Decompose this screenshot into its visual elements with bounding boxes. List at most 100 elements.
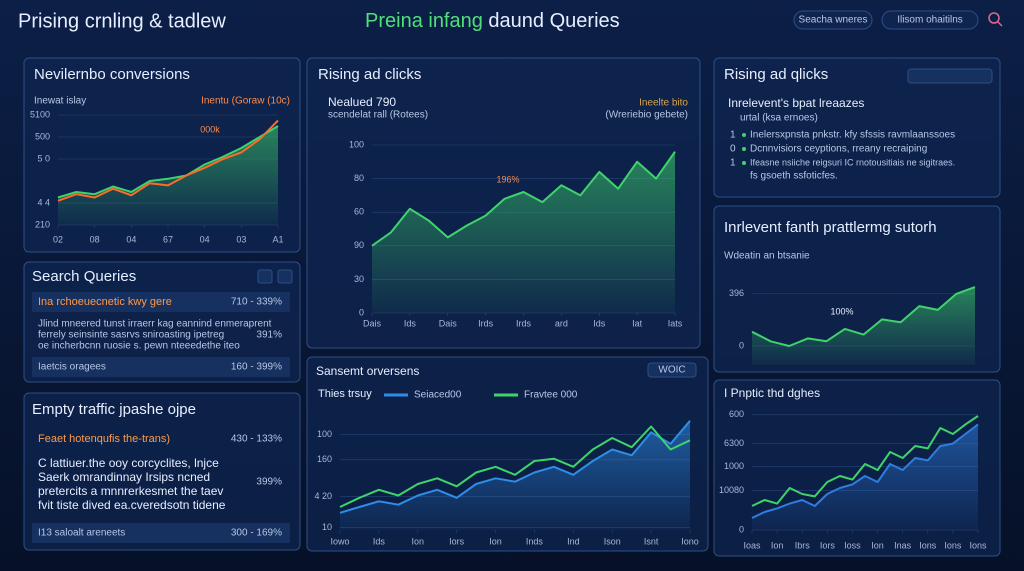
x-tick-label: Iats <box>668 318 683 328</box>
panel-title: Rising ad qlicks <box>724 66 828 83</box>
row-text: Ifeasne nsiiche reigsuri IC rnotousitiai… <box>750 157 955 167</box>
pill-label[interactable]: Seacha wneres <box>799 15 868 26</box>
row-value: 430 - 133% <box>231 434 282 445</box>
x-tick-label: 04 <box>126 234 136 244</box>
x-tick-label: Ions <box>969 540 987 550</box>
bullet <box>742 133 746 137</box>
y-tick-label: 0 <box>739 340 744 350</box>
y-tick-label: 500 <box>35 131 50 141</box>
pill-label[interactable]: Ilisom ohaitilns <box>897 15 963 26</box>
y-tick-label: 210 <box>35 219 50 229</box>
x-tick-label: Iono <box>681 536 699 546</box>
x-tick-label: Ioss <box>844 540 861 550</box>
panel-title: Empty traffic jpashe ojpe <box>32 401 196 418</box>
icon-button[interactable] <box>277 269 293 284</box>
row-value: 710 - 339% <box>231 297 282 308</box>
row <box>32 292 290 312</box>
x-tick-label: Ids <box>593 318 606 328</box>
legend-title: Thies trsuy <box>318 388 372 400</box>
pill[interactable] <box>793 10 873 30</box>
badge[interactable] <box>647 362 697 378</box>
chart-subtitle: Inewat islay <box>34 96 86 107</box>
row <box>32 357 290 377</box>
y-tick-label: 90 <box>354 240 364 250</box>
x-tick-label: 08 <box>90 234 100 244</box>
y-tick-label: 160 <box>317 454 332 464</box>
x-tick-label: Ion <box>871 540 884 550</box>
y-tick-label: 10 <box>322 522 332 532</box>
y-tick-label: 4 20 <box>314 491 332 501</box>
x-tick-label: Ibrs <box>795 540 811 550</box>
row-number: 1 <box>730 130 736 141</box>
x-tick-label: Ion <box>412 536 425 546</box>
y-tick-label: 1000 <box>724 461 744 471</box>
y-tick-label: 6300 <box>724 438 744 448</box>
area <box>340 420 690 530</box>
panel-heading: Inrelevent's bpat lreaazes <box>728 96 864 110</box>
panel <box>713 57 1001 198</box>
line <box>339 425 691 508</box>
text-line: Saerk omrandinnay Irsips ncned <box>38 470 210 484</box>
line <box>751 423 979 519</box>
y-tick-label: 4 4 <box>37 197 50 207</box>
x-tick-label: Dais <box>363 318 382 328</box>
y-tick-label: 396 <box>729 288 744 298</box>
y-tick-label: 10080 <box>719 485 744 495</box>
toolbar[interactable] <box>907 68 993 84</box>
x-tick-label: Isnt <box>644 536 659 546</box>
text-line: oe incherbcnn ruosie s. pewn nteeedethe … <box>38 341 240 352</box>
panel-title: Search Queries <box>32 268 136 285</box>
panel-title: I Pnptic thd dghes <box>724 386 820 400</box>
line <box>751 415 979 507</box>
line <box>57 119 279 202</box>
row-text: Dcnnvisiors ceyptions, rreany recraiping <box>750 144 927 155</box>
x-tick-label: Inas <box>894 540 912 550</box>
legend-label: Seiaced00 <box>414 390 462 401</box>
legend-label: Fravtee 000 <box>524 390 578 401</box>
annotation: 000k <box>200 124 220 134</box>
x-tick-label: 67 <box>163 234 173 244</box>
row-text: fs gsoeth ssfoticfes. <box>750 171 838 182</box>
x-tick-label: Inds <box>526 536 544 546</box>
title-highlight: Preina infang <box>365 10 483 32</box>
row <box>32 523 290 543</box>
bullet <box>742 161 746 165</box>
y-tick-label: 0 <box>739 524 744 534</box>
row-text: I13 saloalt areneets <box>38 528 125 539</box>
row-value: 160 - 399% <box>231 362 282 373</box>
y-tick-label: 30 <box>354 274 364 284</box>
text-line: fvit tiste dived ea.cveredsotn tidene <box>38 498 226 512</box>
row-value: 300 - 169% <box>231 528 282 539</box>
x-tick-label: Ion <box>489 536 502 546</box>
page-title: Preina infang daund Queries <box>365 10 620 32</box>
panel-title: Inrlevent fanth prattlermg sutorh <box>724 219 937 236</box>
panel-title: Rising ad clicks <box>318 66 421 83</box>
y-tick-label: 100 <box>349 139 364 149</box>
y-tick-label: 80 <box>354 173 364 183</box>
chart-note: Ineelte bito <box>639 98 688 109</box>
x-tick-label: Ions <box>919 540 937 550</box>
line <box>751 286 976 347</box>
row-number: 0 <box>730 144 736 155</box>
pill[interactable] <box>881 10 979 30</box>
row-text: Inelersxpnsta pnkstr. kfy sfssis ravmlaa… <box>750 130 955 141</box>
area <box>372 151 675 313</box>
x-tick-label: Ison <box>604 536 621 546</box>
x-tick-label: Iors <box>449 536 465 546</box>
title-rest: daund Queries <box>483 10 620 32</box>
x-tick-label: 04 <box>200 234 210 244</box>
line <box>371 151 676 247</box>
row-text: Ina rchoeuecnetic kwy gere <box>38 296 172 308</box>
search-icon[interactable] <box>988 12 1000 24</box>
chart-note: Inentu (Goraw (10c) <box>201 96 290 107</box>
line <box>339 420 691 514</box>
text-line: Jlind mneered tunst irraerr kag eannind … <box>38 319 272 330</box>
icon-button[interactable] <box>257 269 273 284</box>
panel <box>23 392 301 551</box>
x-tick-label: Iors <box>820 540 836 550</box>
row-text: Iaetcis oragees <box>38 362 106 373</box>
badge-label[interactable]: WOIC <box>658 365 685 376</box>
search-icon[interactable] <box>997 21 1003 27</box>
x-tick-label: 03 <box>236 234 246 244</box>
